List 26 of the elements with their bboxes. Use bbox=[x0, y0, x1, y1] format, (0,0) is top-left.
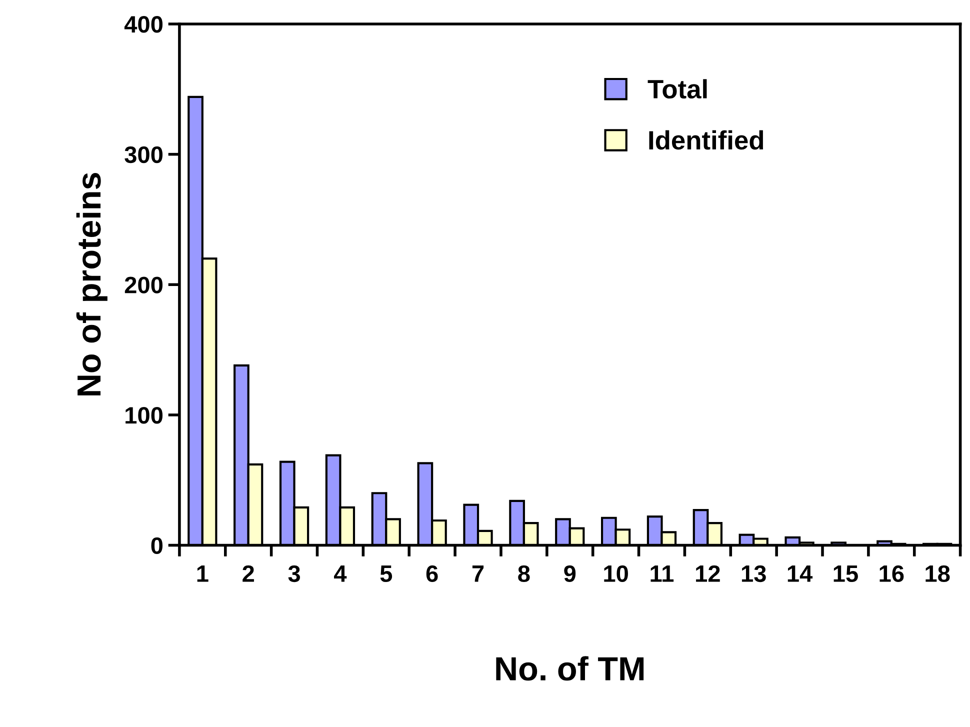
legend-label: Identified bbox=[649, 130, 764, 150]
x-tick-label: 13 bbox=[742, 565, 766, 582]
x-axis-title: No. of TM bbox=[496, 656, 644, 681]
y-tick-label: 300 bbox=[124, 146, 163, 164]
x-tick-label: 3 bbox=[288, 565, 300, 582]
x-tick-label: 4 bbox=[334, 566, 347, 582]
y-axis-title: No of proteins bbox=[76, 173, 108, 396]
x-tick-label: 2 bbox=[242, 565, 254, 582]
x-tick-label: 5 bbox=[380, 566, 392, 582]
x-tick-label: 8 bbox=[518, 565, 530, 582]
y-tick-label: 200 bbox=[124, 276, 163, 294]
x-tick-label: 9 bbox=[564, 565, 576, 582]
y-tick-label: 100 bbox=[126, 407, 163, 424]
x-tick-label: 1 bbox=[197, 566, 208, 582]
x-tick-label: 10 bbox=[604, 565, 628, 582]
x-tick-label: 12 bbox=[696, 565, 720, 582]
x-tick-label: 16 bbox=[880, 565, 904, 582]
x-tick-label: 6 bbox=[426, 565, 438, 582]
y-tick-label: 0 bbox=[151, 537, 163, 554]
x-tick-label: 7 bbox=[472, 566, 484, 582]
x-tick-label: 11 bbox=[650, 566, 674, 582]
x-tick-label: 15 bbox=[834, 566, 858, 582]
legend-label: Total bbox=[648, 79, 707, 99]
y-tick-label: 400 bbox=[124, 16, 163, 33]
x-tick-label: 14 bbox=[788, 566, 813, 582]
x-tick-label: 18 bbox=[926, 565, 950, 582]
